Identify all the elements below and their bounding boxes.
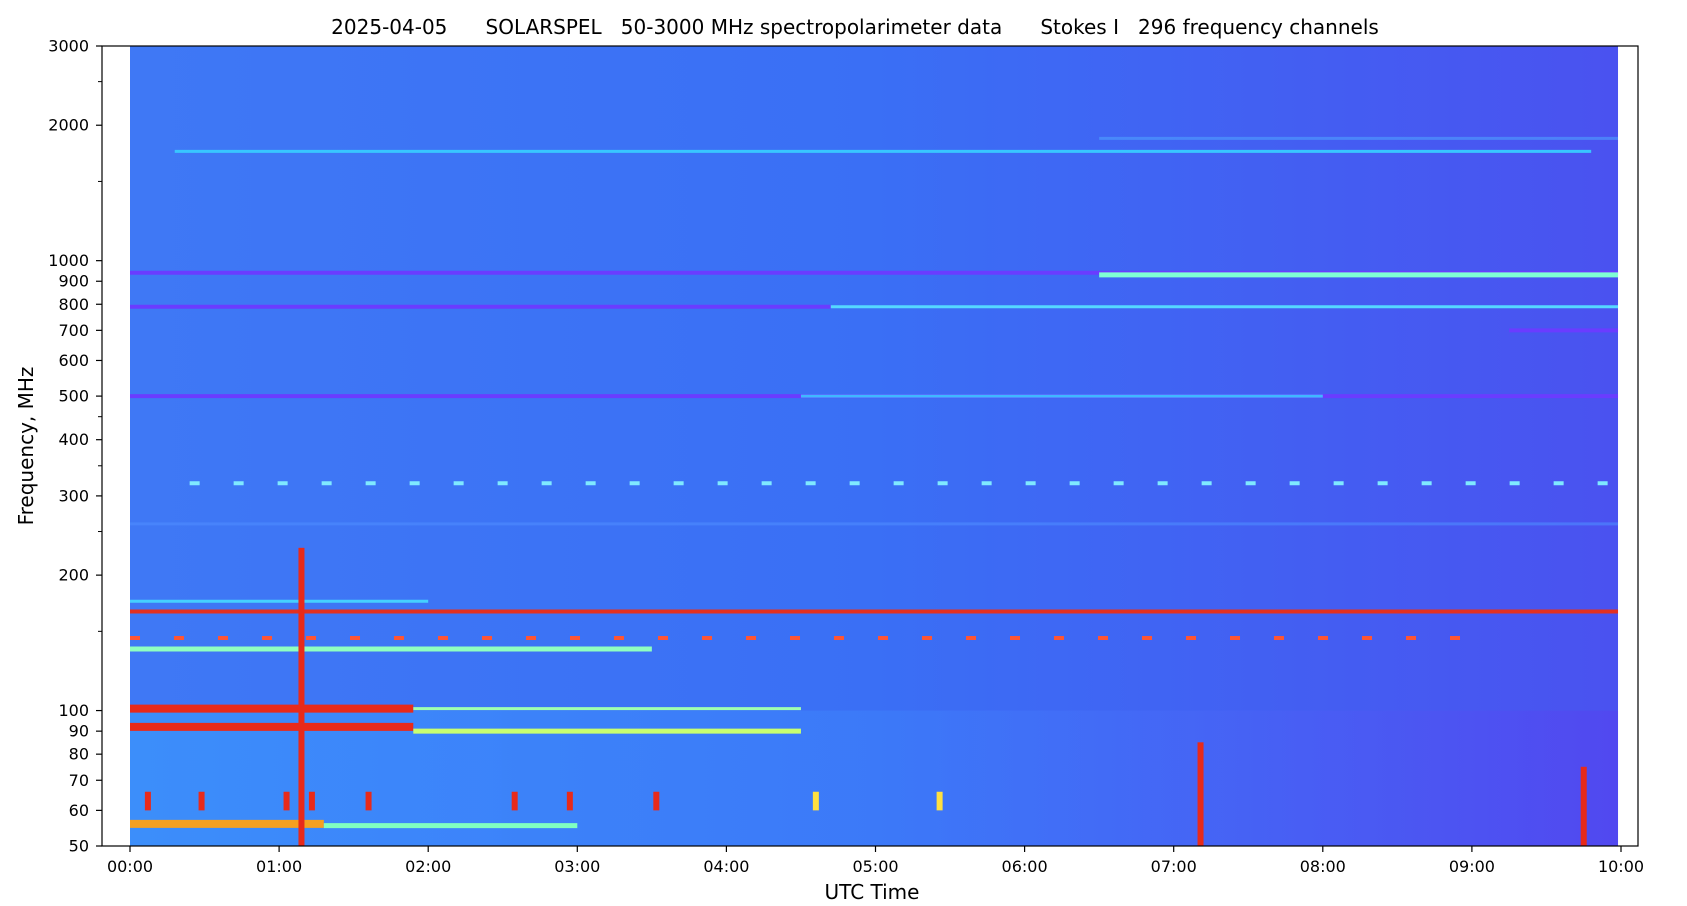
x-tick-label-4: 04:00 [703, 857, 749, 876]
burst-8 [653, 791, 660, 811]
radio-bursts [144, 547, 1587, 846]
burst-10 [936, 791, 943, 811]
y-tick-label-14: 1000 [48, 251, 89, 270]
burst-11 [1197, 742, 1204, 846]
x-tick-label-8: 08:00 [1300, 857, 1346, 876]
burst-9 [812, 791, 819, 811]
y-tick-label-2: 70 [69, 771, 89, 790]
y-tick-label-3: 80 [69, 745, 89, 764]
y-tick-label-10: 600 [58, 351, 89, 370]
y-axis-label: Frequency, MHz [14, 367, 38, 526]
y-tick-label-16: 3000 [48, 37, 89, 56]
burst-0 [144, 791, 151, 811]
burst-1 [198, 791, 205, 811]
burst-3 [298, 547, 305, 846]
y-tick-label-12: 800 [58, 295, 89, 314]
x-tick-label-5: 05:00 [852, 857, 898, 876]
x-axis: 00:00 01:00 02:00 03:00 04:00 05:00 06:00 07:00… [107, 846, 1644, 876]
burst-2 [283, 791, 290, 811]
plot-area [130, 46, 1619, 846]
chart-title: 2025-04-05 SOLARSPEL 50-3000 MHz spectro… [331, 15, 1379, 39]
x-tick-label-9: 09:00 [1449, 857, 1495, 876]
y-tick-label-4: 90 [69, 722, 89, 741]
x-tick-label-7: 07:00 [1151, 857, 1197, 876]
y-tick-label-6: 200 [58, 566, 89, 585]
burst-7 [566, 791, 573, 811]
burst-4 [308, 791, 315, 811]
y-tick-label-5: 100 [58, 701, 89, 720]
y-tick-label-11: 700 [58, 321, 89, 340]
burst-12 [1580, 766, 1587, 846]
plot-frame [101, 45, 1639, 847]
y-tick-label-13: 900 [58, 272, 89, 291]
y-tick-label-15: 2000 [48, 116, 89, 135]
y-axis: 50 60 70 80 90 100 200 300 400 500 600 700 800 900 100… [48, 37, 102, 856]
x-tick-label-2: 02:00 [405, 857, 451, 876]
x-tick-label-3: 03:00 [554, 857, 600, 876]
emission-bands [130, 136, 1619, 829]
x-axis-label: UTC Time [825, 880, 920, 904]
y-tick-label-7: 300 [58, 486, 89, 505]
burst-5 [365, 791, 372, 811]
x-tick-label-6: 06:00 [1002, 857, 1048, 876]
y-tick-label-0: 50 [69, 837, 89, 856]
x-tick-label-1: 01:00 [256, 857, 302, 876]
x-tick-label-10: 10:00 [1598, 857, 1644, 876]
y-tick-label-8: 400 [58, 430, 89, 449]
burst-6 [511, 791, 518, 811]
y-tick-label-9: 500 [58, 387, 89, 406]
x-tick-label-0: 00:00 [107, 857, 153, 876]
y-tick-label-1: 60 [69, 801, 89, 820]
